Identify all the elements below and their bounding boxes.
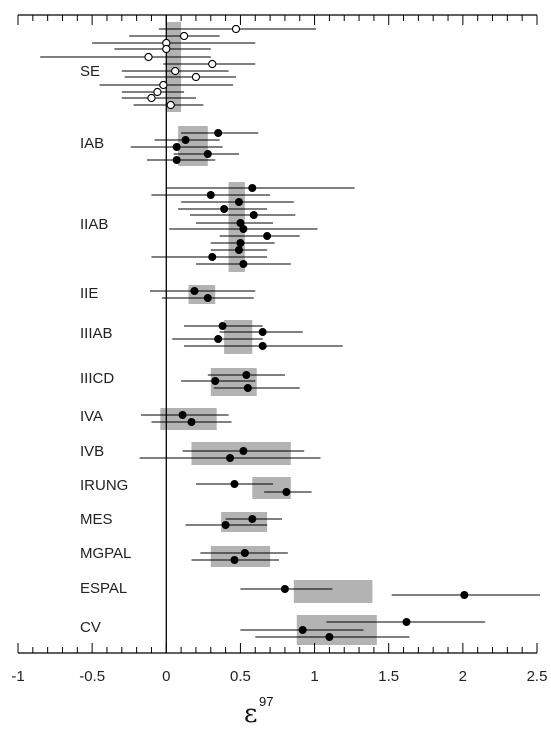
data-point [179,31,189,41]
data-point [221,521,230,529]
data-point [234,198,243,206]
data-point [162,44,171,54]
data-point [226,454,235,462]
data-point [147,93,156,103]
group-label: ESPAL [80,580,127,597]
data-point [181,136,190,144]
group-labels: SE IAB IIAB IIE IIIAB IIICD IVA IVB IRUNG MES MGPA… [80,63,131,636]
data-point [153,87,162,97]
data-point [239,260,248,268]
data-point [172,156,181,164]
data-point [239,447,248,455]
data-point [263,232,272,240]
group-label: IIAB [80,216,108,233]
data-point [460,591,469,599]
data-point [190,287,199,295]
group-label: IVA [80,408,103,425]
group-label: CV [80,619,101,636]
group-label: IAB [80,135,104,152]
group-label: IVB [80,443,104,460]
data-point [236,219,245,227]
group-label: SE [80,63,100,80]
data-point [144,52,153,62]
group-label: IRUNG [80,477,128,494]
x-tick-label: 0 [162,668,170,685]
data-point [239,225,248,233]
group-band [293,580,373,603]
data-point [282,488,291,496]
data-point [230,556,239,564]
data-point [220,205,229,213]
data-point [166,100,175,110]
data-point [402,618,411,626]
data-point [249,211,258,219]
axes [17,14,538,654]
data-point [248,184,257,192]
group-label: MGPAL [80,545,131,562]
data-point [172,143,181,151]
x-axis-label-superscript: 97 [259,694,273,709]
data-point [218,322,227,330]
group-label: IIE [80,285,98,302]
group-band [210,546,271,567]
group-label: IIIAB [80,325,113,342]
data-point [240,549,249,557]
data-point [236,239,245,247]
group-band [160,408,217,430]
data-point [203,294,212,302]
data-point [325,633,334,641]
x-tick-label: 1 [310,668,318,685]
data-point [203,150,212,158]
x-axis-label: ε [244,699,257,729]
group-band [252,477,291,499]
data-point [243,384,252,392]
data-point [280,585,289,593]
data-point [214,335,223,343]
x-tick-label: 2 [459,668,467,685]
x-tick-label: -1 [11,668,24,685]
x-tick-label: 1.5 [378,668,399,685]
group-label: MES [80,511,113,528]
data-point [171,66,180,76]
data-point [234,246,243,254]
data-point [258,342,267,350]
x-tick-label: 0.5 [230,668,251,685]
data-point [242,371,251,379]
x-tick-label: 2.5 [527,668,548,685]
x-tick-labels: -1 -0.5 0 0.5 1 1.5 2 2.5 [11,668,547,685]
data-point [298,626,307,634]
data-point [206,191,215,199]
data-point [248,515,257,523]
data-point [208,59,217,69]
data-points [40,24,540,641]
data-point [187,418,196,426]
uncertainty-bands [160,22,377,645]
data-point [178,411,187,419]
data-point [191,72,201,82]
data-point [159,80,168,90]
data-point [258,328,267,336]
group-label: IIICD [80,370,114,387]
data-point [230,480,239,488]
group-band [224,320,253,354]
data-point [208,253,217,261]
x-tick-label: -0.5 [79,668,105,685]
data-point [214,129,223,137]
data-point [231,24,241,34]
data-point [211,377,220,385]
